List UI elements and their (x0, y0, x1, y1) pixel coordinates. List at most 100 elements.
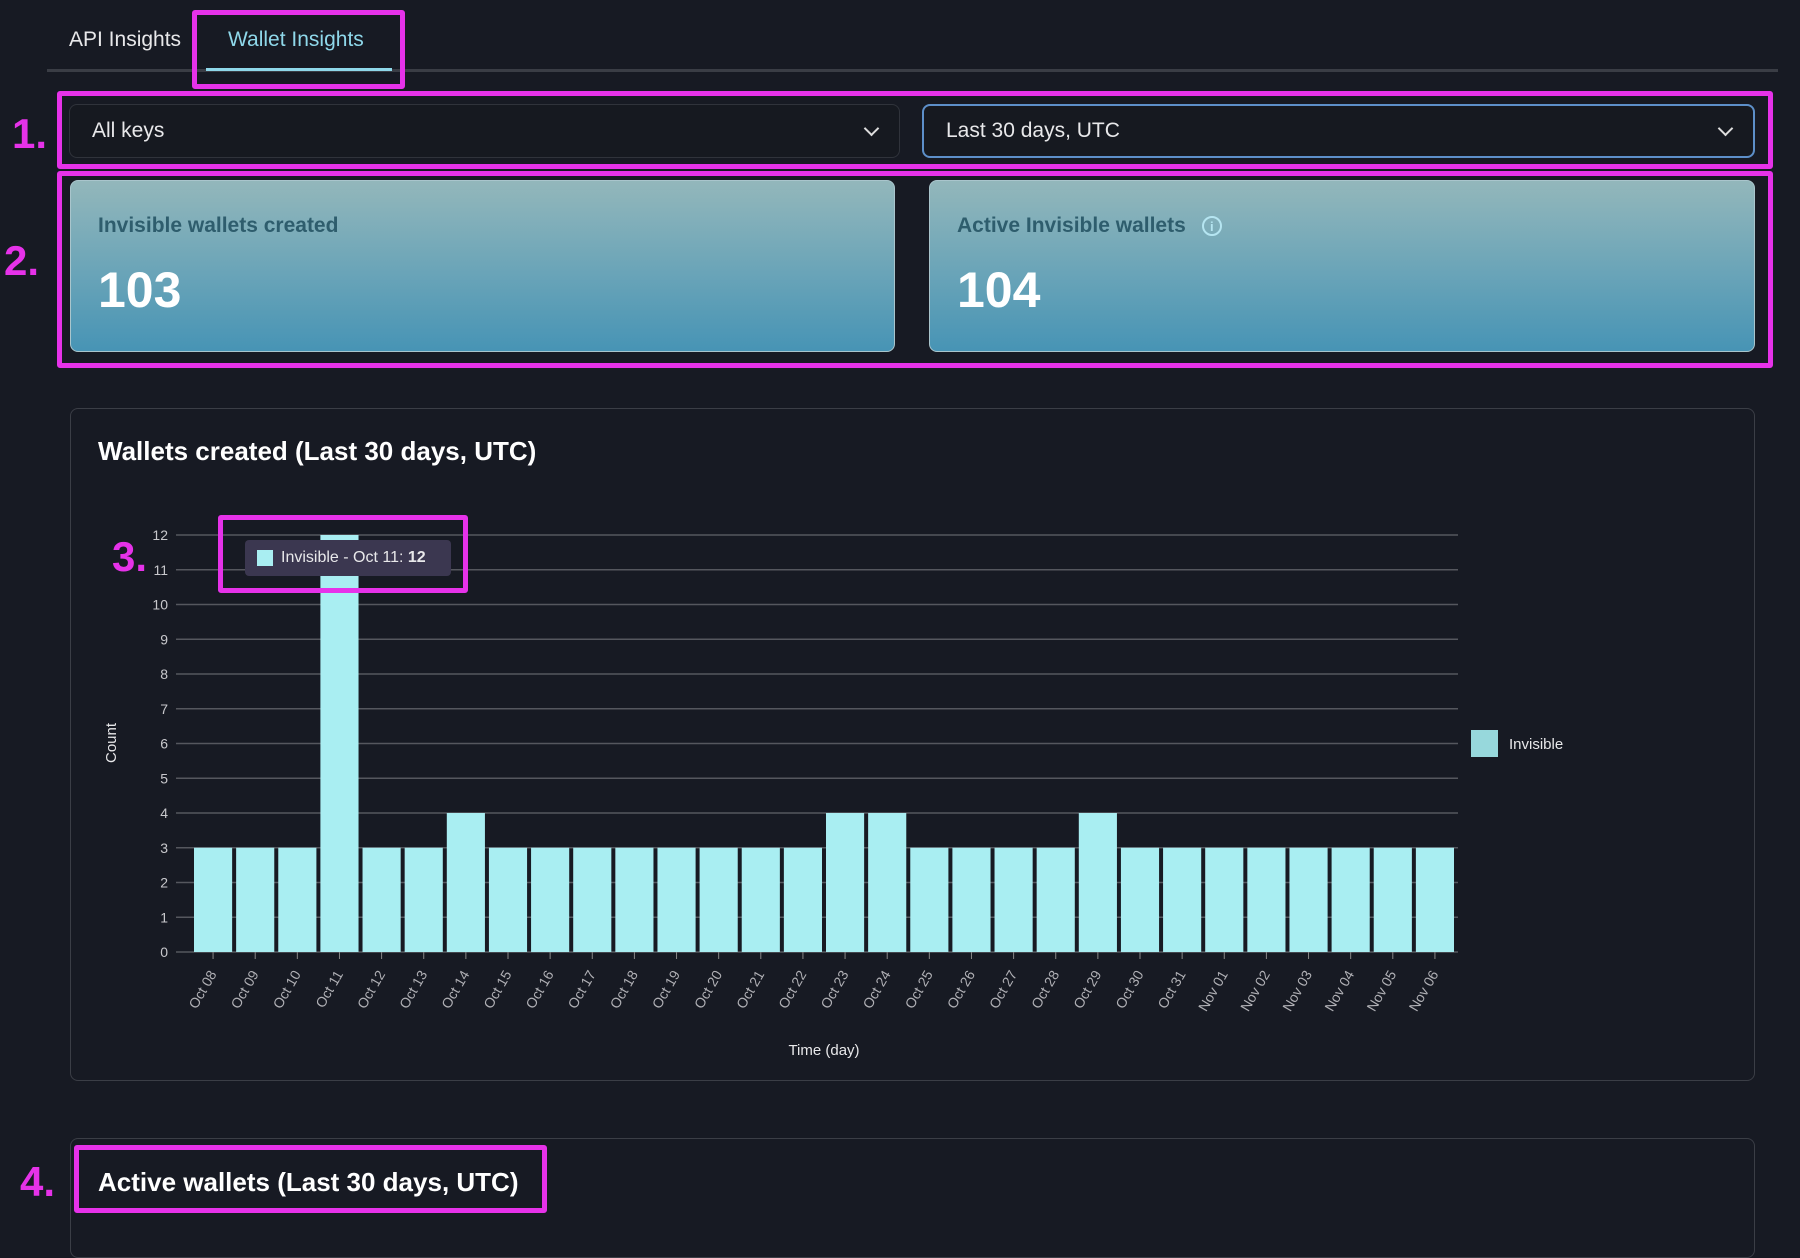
x-tick-label: Oct 18 (607, 967, 642, 1011)
bar (1078, 813, 1117, 952)
bar (1415, 847, 1454, 952)
bar (868, 813, 907, 952)
api-key-select[interactable]: All keys (69, 104, 900, 158)
x-tick-label: Oct 20 (691, 967, 726, 1011)
y-tick-label: 3 (160, 840, 168, 856)
x-tick-label: Oct 15 (480, 967, 515, 1011)
y-tick-label: 1 (160, 909, 168, 925)
x-tick-label: Oct 16 (522, 967, 557, 1011)
legend-swatch (1471, 730, 1498, 757)
y-tick-label: 10 (152, 597, 168, 613)
y-axis-label: Count (103, 722, 120, 763)
x-tick-label: Oct 22 (775, 967, 810, 1011)
date-range-select[interactable]: Last 30 days, UTC (922, 104, 1755, 158)
active-wallets-card: Active Invisible wallets i 104 (929, 180, 1755, 352)
annotation-number: 4. (20, 1158, 56, 1205)
bar (531, 847, 570, 952)
annotation-number: 1. (12, 110, 48, 157)
bar (994, 847, 1033, 952)
chart-tooltip: Invisible - Oct 11: 12 (245, 540, 451, 576)
bar (1036, 847, 1075, 952)
annotation-box-3 (218, 515, 468, 593)
y-tick-label: 7 (160, 701, 168, 717)
y-tick-label: 2 (160, 875, 168, 891)
x-tick-label: Oct 27 (986, 967, 1021, 1011)
x-tick-label: Oct 28 (1028, 967, 1063, 1011)
info-icon[interactable]: i (1201, 216, 1222, 236)
x-tick-label: Nov 05 (1363, 967, 1399, 1014)
x-tick-label: Oct 10 (269, 967, 304, 1011)
tooltip-swatch (257, 550, 273, 566)
x-tick-label: Oct 17 (564, 967, 599, 1011)
bar (573, 847, 612, 952)
bar (236, 847, 275, 952)
x-tick-label: Oct 08 (185, 967, 220, 1011)
x-tick-label: Oct 19 (649, 967, 684, 1011)
x-tick-label: Oct 11 (312, 967, 346, 1010)
y-tick-label: 12 (152, 527, 168, 543)
bar (1247, 847, 1286, 952)
card-value: 104 (957, 262, 1041, 318)
date-range-value: Last 30 days, UTC (946, 119, 1120, 142)
card-label: Active Invisible wallets (957, 214, 1186, 237)
x-tick-label: Oct 21 (733, 967, 768, 1011)
bar (615, 847, 654, 952)
x-tick-label: Oct 30 (1112, 967, 1147, 1011)
x-tick-label: Oct 29 (1070, 967, 1105, 1011)
annotation-box-4 (74, 1145, 547, 1213)
card-label: Invisible wallets created (98, 214, 339, 237)
tab-divider (47, 69, 1778, 72)
bar (1163, 847, 1202, 952)
x-tick-label: Oct 26 (944, 967, 979, 1011)
active-wallets-title: Active wallets (Last 30 days, UTC) (98, 1167, 519, 1197)
x-tick-label: Nov 03 (1279, 967, 1315, 1014)
active-tab-indicator (206, 68, 392, 71)
wallets-created-panel (70, 408, 1755, 1081)
annotation-box-1 (57, 91, 1773, 169)
bar (278, 847, 317, 952)
bar (362, 847, 401, 952)
api-key-value: All keys (92, 119, 165, 142)
bar (1120, 847, 1160, 952)
x-tick-label: Oct 23 (817, 967, 852, 1011)
x-tick-label: Oct 25 (901, 967, 936, 1011)
y-tick-label: 4 (160, 805, 168, 821)
x-axis-label: Time (day) (788, 1042, 859, 1059)
tooltip-label: Invisible - Oct 11: (281, 549, 408, 566)
bar (1373, 847, 1412, 952)
bar (446, 813, 485, 952)
bar (910, 847, 949, 952)
x-tick-label: Oct 09 (227, 967, 262, 1011)
x-tick-label: Oct 24 (859, 967, 894, 1011)
x-tick-label: Oct 31 (1154, 967, 1189, 1011)
wallets-created-card: Invisible wallets created 103 (70, 180, 895, 352)
bar (657, 847, 696, 952)
tab-wallet-insights[interactable]: Wallet Insights (228, 28, 364, 51)
tab-api-insights[interactable]: API Insights (69, 28, 182, 51)
annotation-number: 3. (112, 533, 148, 580)
tooltip-value: 12 (407, 549, 426, 566)
bar (783, 847, 822, 952)
bar (488, 847, 528, 952)
bar (699, 847, 738, 952)
chart-title: Wallets created (Last 30 days, UTC) (98, 436, 537, 466)
x-tick-label: Oct 12 (354, 967, 389, 1011)
bar (826, 813, 865, 952)
y-tick-label: 0 (160, 944, 168, 960)
annotation-number: 2. (4, 237, 40, 284)
legend-label: Invisible (1509, 736, 1563, 753)
y-tick-label: 5 (160, 770, 168, 786)
y-tick-label: 9 (160, 631, 168, 647)
annotation-box-tab (192, 10, 405, 89)
annotation-box-2 (57, 171, 1773, 368)
bar (320, 535, 359, 952)
card-value: 103 (98, 262, 182, 318)
x-tick-label: Oct 14 (438, 967, 473, 1011)
bar (1205, 847, 1244, 952)
y-tick-label: 11 (153, 562, 168, 578)
bar (404, 847, 443, 952)
x-tick-label: Nov 06 (1405, 967, 1441, 1014)
bar (1331, 847, 1370, 952)
bar (1289, 847, 1328, 952)
